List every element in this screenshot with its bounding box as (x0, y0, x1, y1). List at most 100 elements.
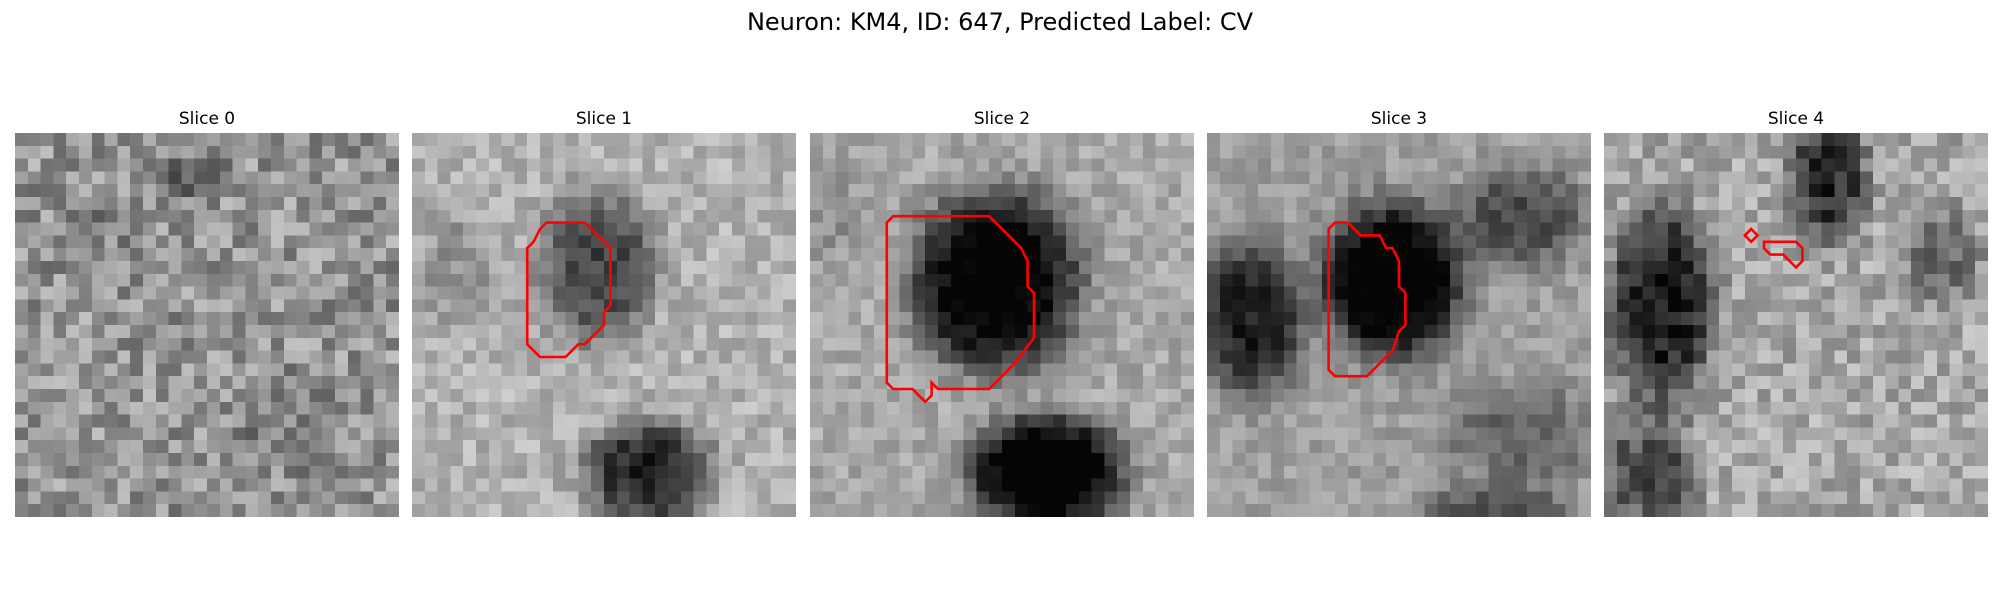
pixel (79, 466, 92, 479)
pixel (1834, 261, 1847, 274)
pixel (1297, 261, 1310, 274)
pixel (1617, 389, 1630, 402)
pixel (1694, 184, 1707, 197)
pixel (1053, 159, 1066, 172)
pixel (1681, 466, 1694, 479)
pixel (732, 223, 745, 236)
pixel (194, 351, 207, 364)
pixel (1489, 133, 1502, 146)
pixel (1796, 223, 1809, 236)
pixel (1655, 248, 1668, 261)
pixel (848, 197, 861, 210)
pixel (1617, 376, 1630, 389)
pixel (1809, 504, 1822, 517)
pixel (1655, 389, 1668, 402)
pixel (1937, 171, 1950, 184)
pixel (514, 402, 527, 415)
pixel (450, 184, 463, 197)
pixel (143, 197, 156, 210)
pixel (1233, 415, 1246, 428)
pixel (169, 453, 182, 466)
pixel (912, 453, 925, 466)
pixel (1463, 402, 1476, 415)
pixel (1745, 197, 1758, 210)
pixel (836, 338, 849, 351)
pixel (258, 491, 271, 504)
pixel (1066, 466, 1079, 479)
pixel (66, 440, 79, 453)
pixel (1604, 504, 1617, 517)
pixel (848, 133, 861, 146)
pixel (553, 210, 566, 223)
pixel (1937, 159, 1950, 172)
pixel (1220, 453, 1233, 466)
pixel (1937, 389, 1950, 402)
pixel (1578, 415, 1591, 428)
pixel (1553, 338, 1566, 351)
pixel (1207, 235, 1220, 248)
pixel (1476, 261, 1489, 274)
pixel (951, 274, 964, 287)
pixel (1207, 146, 1220, 159)
pixel (1425, 427, 1438, 440)
pixel (1630, 197, 1643, 210)
pixel (309, 146, 322, 159)
pixel (28, 415, 41, 428)
pixel (989, 415, 1002, 428)
pixel (92, 466, 105, 479)
pixel (335, 363, 348, 376)
pixel (1373, 312, 1386, 325)
pixel (348, 402, 361, 415)
pixel (1040, 453, 1053, 466)
pixel (1975, 261, 1988, 274)
pixel (1284, 171, 1297, 184)
pixel (1437, 415, 1450, 428)
pixel (1233, 325, 1246, 338)
pixel (335, 287, 348, 300)
pixel (1706, 491, 1719, 504)
pixel (1386, 312, 1399, 325)
pixel (1463, 159, 1476, 172)
pixel (41, 466, 54, 479)
pixel (1450, 351, 1463, 364)
pixel (566, 171, 579, 184)
pixel (502, 415, 515, 428)
pixel (373, 440, 386, 453)
pixel (642, 299, 655, 312)
pixel (1655, 466, 1668, 479)
pixel (1053, 210, 1066, 223)
pixel (630, 402, 643, 415)
pixel (617, 363, 630, 376)
pixel (1847, 235, 1860, 248)
pixel (1732, 299, 1745, 312)
pixel (732, 299, 745, 312)
pixel (1770, 184, 1783, 197)
pixel (514, 504, 527, 517)
pixel (719, 248, 732, 261)
pixel (1770, 223, 1783, 236)
pixel (1104, 351, 1117, 364)
pixel (1476, 325, 1489, 338)
pixel (540, 479, 553, 492)
pixel (1117, 376, 1130, 389)
pixel (591, 504, 604, 517)
pixel (861, 274, 874, 287)
pixel (1130, 287, 1143, 300)
pixel (1847, 261, 1860, 274)
pixel (1015, 427, 1028, 440)
pixel (1079, 312, 1092, 325)
pixel (181, 197, 194, 210)
pixel (1758, 312, 1771, 325)
pixel (463, 248, 476, 261)
pixel (1450, 415, 1463, 428)
pixel (66, 299, 79, 312)
pixel (1207, 440, 1220, 453)
pixel (245, 312, 258, 325)
pixel (194, 338, 207, 351)
pixel (1066, 440, 1079, 453)
pixel (1770, 287, 1783, 300)
pixel (1809, 274, 1822, 287)
pixel (1514, 261, 1527, 274)
pixel (887, 159, 900, 172)
pixel (1117, 235, 1130, 248)
